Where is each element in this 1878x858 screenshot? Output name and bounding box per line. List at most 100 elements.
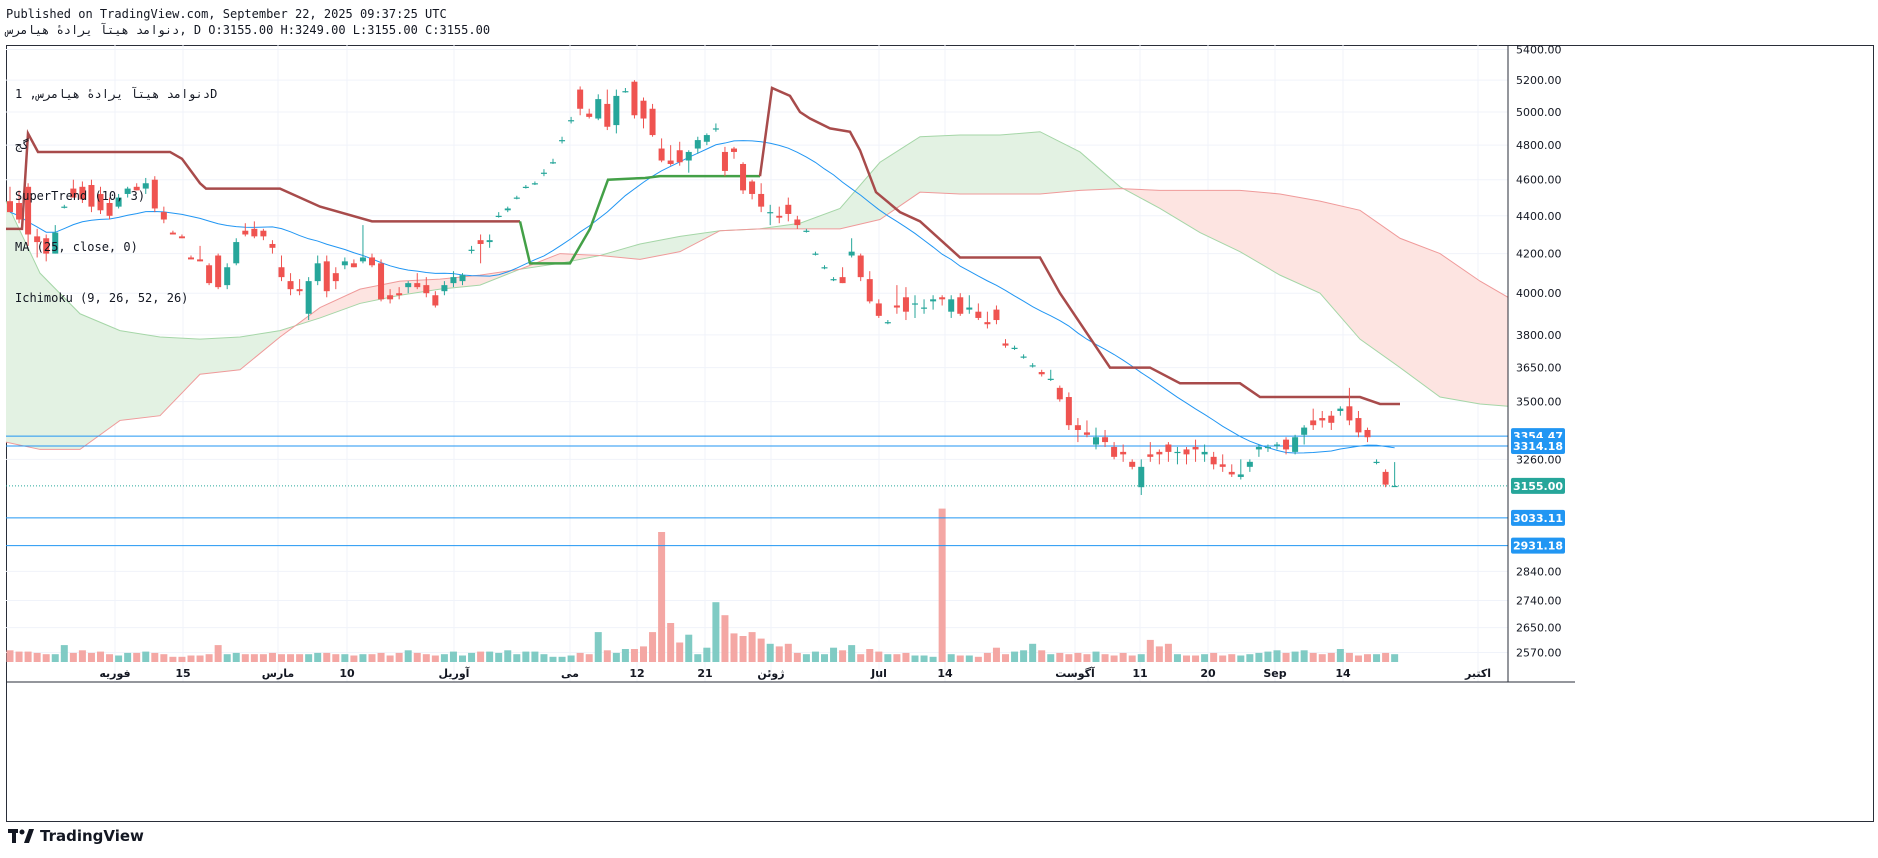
candle-body[interactable]: [794, 219, 801, 226]
candle-body[interactable]: [1319, 418, 1326, 421]
candle-body[interactable]: [314, 263, 321, 282]
candle-body[interactable]: [712, 128, 719, 130]
candle-body[interactable]: [830, 279, 837, 281]
candle-body[interactable]: [1201, 451, 1208, 455]
candle-body[interactable]: [966, 307, 973, 310]
candle-body[interactable]: [242, 230, 249, 235]
candle-body[interactable]: [577, 89, 584, 109]
candle-body[interactable]: [957, 297, 964, 314]
candle-body[interactable]: [287, 281, 294, 290]
candle-body[interactable]: [1364, 429, 1371, 438]
candle-body[interactable]: [1355, 418, 1362, 433]
candle-body[interactable]: [459, 275, 466, 282]
candle-body[interactable]: [251, 228, 258, 237]
candle-body[interactable]: [151, 179, 158, 209]
candle-body[interactable]: [188, 257, 194, 260]
candle-body[interactable]: [97, 193, 104, 211]
candle-body[interactable]: [875, 303, 882, 316]
candle-body[interactable]: [1083, 432, 1090, 435]
candle-body[interactable]: [1310, 420, 1317, 426]
candle-body[interactable]: [278, 267, 285, 278]
candle-body[interactable]: [694, 140, 701, 149]
candle-body[interactable]: [1029, 365, 1036, 367]
candle-body[interactable]: [586, 113, 593, 117]
candle-body[interactable]: [432, 295, 439, 306]
candle-body[interactable]: [1002, 343, 1009, 346]
candle-body[interactable]: [1210, 456, 1217, 465]
time-axis[interactable]: فوریه 15 مارس 10 آوریل می 12 21 ژوئن Jul 14 آگوست 11…: [99, 666, 1491, 680]
candle-body[interactable]: [857, 255, 864, 278]
candle-body[interactable]: [160, 212, 167, 220]
candle-body[interactable]: [1011, 347, 1018, 349]
candle-body[interactable]: [25, 186, 32, 235]
candle-body[interactable]: [359, 257, 366, 262]
candle-body[interactable]: [912, 303, 918, 305]
candle-body[interactable]: [1093, 437, 1099, 445]
candle-body[interactable]: [296, 289, 303, 292]
candle-body[interactable]: [169, 232, 176, 235]
candle-body[interactable]: [939, 297, 946, 300]
candle-body[interactable]: [848, 251, 855, 256]
candle-body[interactable]: [423, 285, 430, 294]
candle-body[interactable]: [1301, 427, 1308, 435]
candle-body[interactable]: [178, 236, 185, 239]
candle-body[interactable]: [61, 206, 68, 208]
candle-body[interactable]: [495, 215, 502, 218]
candle-body[interactable]: [504, 208, 511, 211]
candle-body[interactable]: [477, 240, 484, 244]
candle-body[interactable]: [1264, 446, 1271, 449]
candle-body[interactable]: [921, 307, 928, 309]
candle-body[interactable]: [450, 277, 457, 284]
candle-body[interactable]: [341, 261, 348, 266]
candle-body[interactable]: [1255, 446, 1262, 450]
candle-body[interactable]: [323, 261, 330, 292]
candle-body[interactable]: [685, 151, 692, 161]
candle-body[interactable]: [70, 188, 77, 198]
candle-body[interactable]: [332, 273, 339, 282]
candle-body[interactable]: [740, 163, 747, 191]
candle-body[interactable]: [540, 172, 547, 174]
candle-body[interactable]: [902, 297, 909, 312]
candle-body[interactable]: [1174, 451, 1181, 454]
candle-body[interactable]: [1183, 449, 1190, 455]
candle-body[interactable]: [1065, 397, 1072, 426]
candle-body[interactable]: [1192, 446, 1199, 450]
candle-body[interactable]: [676, 150, 683, 163]
candle-body[interactable]: [975, 311, 982, 318]
candle-body[interactable]: [821, 267, 828, 269]
candle-body[interactable]: [396, 293, 403, 296]
candle-body[interactable]: [559, 140, 566, 142]
candle-body[interactable]: [1382, 471, 1389, 485]
candle-body[interactable]: [142, 183, 149, 189]
candle-body[interactable]: [866, 279, 873, 302]
candle-body[interactable]: [1292, 437, 1299, 452]
candle-body[interactable]: [984, 322, 991, 325]
candle-body[interactable]: [233, 242, 240, 264]
candle-body[interactable]: [197, 259, 204, 262]
candle-body[interactable]: [839, 277, 846, 284]
candle-body[interactable]: [767, 212, 774, 214]
candle-body[interactable]: [1328, 415, 1335, 423]
candle-body[interactable]: [613, 95, 620, 126]
candle-body[interactable]: [486, 240, 493, 243]
candle-body[interactable]: [1391, 485, 1398, 488]
candle-body[interactable]: [948, 299, 955, 312]
candle-body[interactable]: [1111, 446, 1118, 457]
candle-body[interactable]: [43, 238, 50, 254]
candle-body[interactable]: [215, 255, 222, 288]
candle-body[interactable]: [1120, 451, 1127, 455]
candle-body[interactable]: [206, 265, 213, 284]
candle-body[interactable]: [631, 81, 638, 116]
candle-body[interactable]: [1246, 461, 1253, 467]
candle-body[interactable]: [640, 100, 647, 119]
candle-body[interactable]: [1337, 408, 1344, 411]
candle-body[interactable]: [1147, 454, 1154, 457]
candle-body[interactable]: [1047, 378, 1054, 380]
candle-body[interactable]: [993, 309, 1000, 321]
candle-body[interactable]: [269, 243, 276, 248]
candle-body[interactable]: [350, 263, 357, 268]
candle-body[interactable]: [930, 299, 937, 302]
candle-body[interactable]: [441, 285, 448, 292]
candle-body[interactable]: [703, 135, 710, 142]
